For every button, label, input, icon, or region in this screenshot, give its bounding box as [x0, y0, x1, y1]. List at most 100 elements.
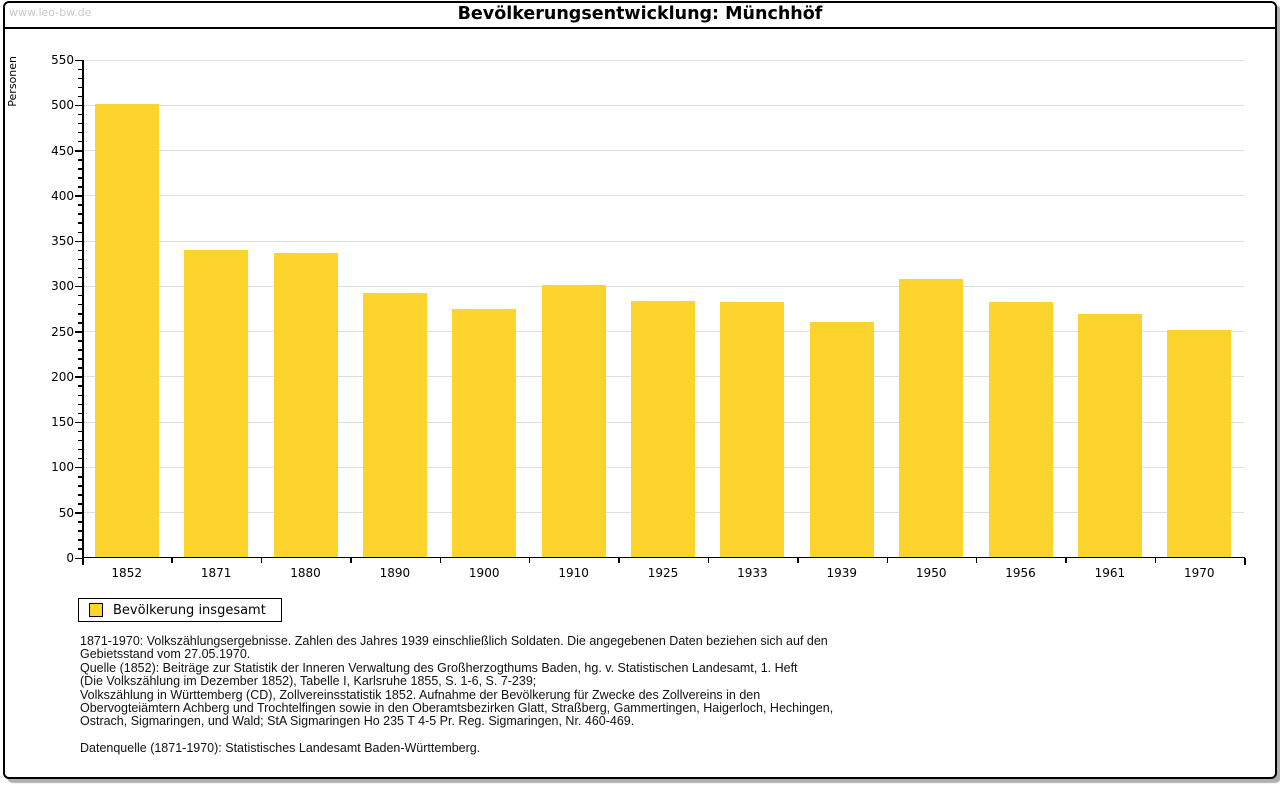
bar-1900 — [452, 309, 517, 558]
y-tick-minor — [78, 186, 82, 188]
gridline — [83, 195, 1244, 197]
y-tick-minor — [78, 412, 82, 415]
legend-swatch — [89, 603, 103, 617]
y-tick-minor — [78, 485, 82, 487]
page-title: Bevölkerungsentwicklung: Münchhöf — [457, 4, 823, 24]
y-tick-minor — [78, 159, 82, 161]
y-tick-label: 0 — [66, 551, 74, 565]
y-tick-minor — [78, 539, 82, 541]
y-axis — [82, 60, 84, 558]
y-tick-major — [75, 557, 82, 559]
y-tick-label: 150 — [51, 415, 74, 430]
y-tick-label: 400 — [51, 188, 74, 203]
chart-frame: www.leo-bw.de Bevölkerungsentwicklung: M… — [3, 1, 1277, 779]
y-tick-minor — [78, 476, 82, 478]
y-tick-major — [75, 285, 82, 288]
x-tick — [1244, 558, 1246, 565]
bar-1852 — [94, 104, 159, 558]
y-tick-label: 200 — [51, 369, 74, 384]
data-source-line: Datenquelle (1871-1970): Statistisches L… — [80, 741, 481, 755]
y-tick-minor — [78, 403, 82, 406]
bar-1970 — [1167, 329, 1232, 558]
y-tick-minor — [78, 385, 82, 387]
y-tick-major — [75, 195, 82, 197]
y-tick-major — [75, 376, 82, 378]
y-tick-minor — [78, 267, 82, 270]
y-tick-major — [75, 240, 82, 243]
y-tick-minor — [78, 122, 82, 125]
plot-area: 0 50 100 150 200 250 300 350 400 450 500 550 1852 187… — [51, 53, 1246, 580]
y-tick-minor — [78, 249, 82, 252]
y-tick-minor — [78, 340, 82, 342]
source-note-line: Quelle (1852): Beiträge zur Statistik de… — [80, 660, 798, 675]
x-tick-label: 1939 — [826, 566, 858, 580]
x-tick-label: 1910 — [558, 566, 589, 580]
gridline — [83, 59, 1244, 61]
y-tick-minor — [78, 95, 82, 98]
x-tick-label: 1933 — [737, 566, 768, 580]
y-tick-minor — [78, 358, 82, 360]
x-tick — [1154, 558, 1157, 563]
y-tick-minor — [78, 258, 82, 261]
y-tick-minor — [78, 231, 82, 234]
x-tick — [707, 558, 710, 563]
y-tick-minor — [78, 77, 82, 80]
y-tick-minor — [78, 213, 82, 215]
bar-1890 — [362, 292, 427, 558]
x-axis — [82, 556, 1245, 558]
x-tick — [975, 558, 978, 563]
legend-label: Bevölkerung insgesamt — [113, 602, 266, 618]
x-tick — [260, 558, 263, 563]
bar-1956 — [988, 301, 1053, 558]
bar-1925 — [631, 300, 695, 558]
x-tick-label: 1880 — [290, 566, 321, 580]
x-tick-label: 1970 — [1184, 566, 1215, 580]
x-tick-label: 1852 — [111, 566, 142, 580]
title-separator — [5, 27, 1275, 29]
x-tick-label: 1956 — [1005, 566, 1036, 580]
y-tick-major — [75, 421, 82, 424]
x-tick-label: 1871 — [200, 566, 232, 580]
y-tick-label: 300 — [51, 279, 74, 294]
x-tick-label: 1961 — [1094, 566, 1126, 580]
source-note-line: Obervogteiämtern Achberg und Trochtelfin… — [80, 701, 834, 716]
y-tick-major — [75, 104, 82, 107]
source-note-line: 1871-1970: Volkszählungsergebnisse. Zahl… — [80, 634, 828, 648]
y-tick-label: 500 — [51, 98, 74, 113]
watermark: www.leo-bw.de — [9, 6, 92, 19]
source-note-line: (Die Volkszählung im Dezember 1852), Tab… — [80, 674, 537, 689]
y-tick-minor — [78, 430, 82, 433]
source-note-line: Volkszählung in Württemberg (CD), Zollve… — [80, 687, 761, 702]
x-tick-label: 1890 — [379, 566, 411, 580]
bar-1871 — [184, 250, 249, 558]
gridline — [83, 285, 1244, 287]
y-tick-major — [75, 466, 82, 469]
y-tick-major — [75, 59, 82, 61]
x-tick — [528, 558, 531, 563]
x-tick — [797, 558, 799, 563]
bar-1880 — [273, 252, 338, 558]
y-tick-label: 550 — [51, 53, 74, 67]
source-notes: 1871-1970: Volkszählungsergebnisse. Zahl… — [80, 634, 1130, 729]
y-tick-minor — [78, 548, 82, 550]
x-tick — [439, 558, 441, 563]
bar-1910 — [541, 284, 606, 558]
bar-1950 — [899, 279, 964, 558]
y-tick-minor — [78, 394, 82, 397]
gridline — [83, 104, 1244, 106]
y-tick-minor — [78, 530, 82, 532]
y-tick-minor — [78, 131, 82, 134]
bar-1961 — [1077, 313, 1142, 558]
y-tick-minor — [78, 322, 82, 324]
y-tick-minor — [78, 494, 82, 496]
y-tick-label: 50 — [58, 505, 74, 520]
y-tick-minor — [78, 367, 82, 369]
x-tick — [171, 558, 173, 563]
y-tick-label: 250 — [51, 324, 74, 339]
source-note-line: Ostrach, Sigmaringen, und Wald; StA Sigm… — [80, 714, 635, 729]
y-tick-label: 100 — [51, 460, 74, 475]
x-tick-label: 1950 — [915, 566, 947, 580]
y-tick-minor — [78, 86, 82, 89]
gridline — [83, 150, 1244, 152]
